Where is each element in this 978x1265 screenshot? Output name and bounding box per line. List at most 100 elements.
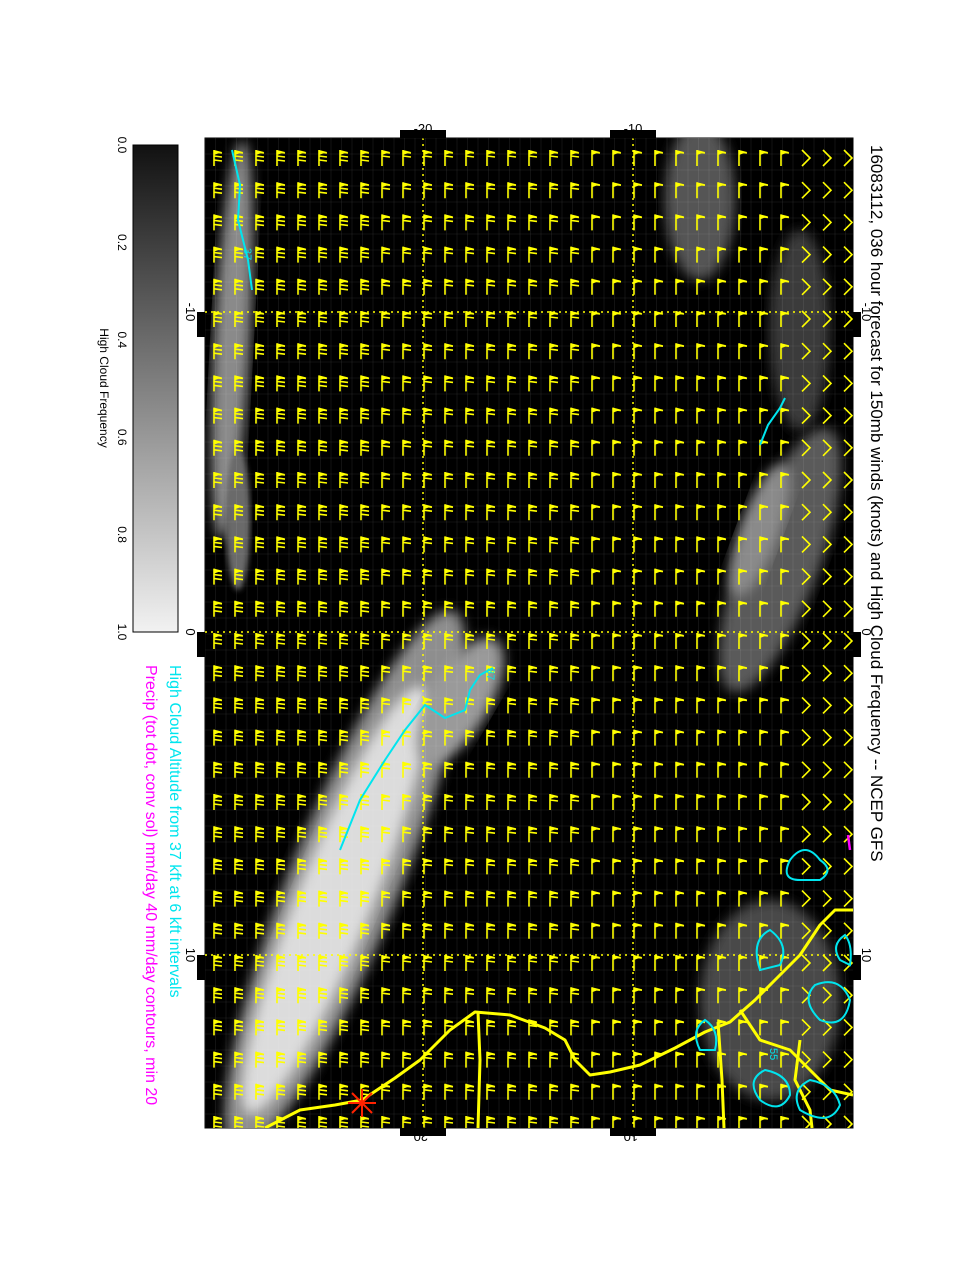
wind-barb	[654, 600, 664, 617]
wind-barb	[633, 214, 643, 231]
wind-barb	[759, 246, 769, 263]
wind-barb	[486, 890, 496, 907]
wind-barb	[213, 794, 223, 810]
wind-barb	[486, 375, 496, 392]
wind-barb	[570, 922, 580, 939]
wind-barb	[696, 697, 706, 714]
wind-barb	[381, 472, 391, 488]
wind-barb	[717, 922, 727, 939]
wind-barb	[381, 955, 391, 971]
wind-barb	[381, 182, 391, 199]
wind-barb	[612, 1019, 622, 1036]
wind-barb	[612, 1051, 622, 1068]
wind-barb	[843, 664, 853, 682]
wind-barb	[759, 504, 769, 521]
wind-barb	[255, 311, 265, 327]
wind-barb	[234, 987, 244, 1004]
wind-barb	[234, 665, 244, 682]
wind-barb	[738, 343, 748, 360]
wind-barb	[633, 343, 643, 360]
wind-barb	[801, 729, 812, 747]
wind-barb	[444, 1051, 454, 1068]
wind-barb	[843, 310, 853, 328]
wind-barb	[276, 439, 286, 456]
wind-barb	[507, 182, 517, 199]
wind-barb	[276, 858, 286, 875]
wind-barb	[423, 311, 433, 327]
wind-barb	[297, 858, 307, 875]
wind-barb	[591, 182, 601, 199]
wind-barb	[381, 150, 391, 166]
wind-barb	[654, 375, 664, 392]
wind-barb	[801, 439, 812, 457]
wind-barb	[780, 182, 790, 199]
wind-barb	[780, 246, 790, 263]
wind-barb	[360, 955, 370, 971]
wind-barb	[318, 922, 328, 939]
wind-barb	[360, 278, 370, 295]
wind-barb	[318, 1083, 328, 1100]
wind-barb	[486, 439, 496, 456]
wind-barb	[276, 633, 286, 649]
wind-barb	[318, 665, 328, 682]
wind-barb	[717, 761, 727, 778]
wind-barb	[675, 504, 685, 521]
wind-barb	[465, 1083, 475, 1100]
wind-barb	[717, 858, 727, 875]
wind-barb	[444, 633, 454, 649]
wind-barb	[486, 633, 496, 649]
wind-barb	[675, 987, 685, 1004]
wind-barb	[549, 278, 559, 295]
wind-barb	[276, 278, 286, 295]
wind-barb	[339, 439, 349, 456]
wind-barb	[255, 729, 265, 746]
wind-barb	[675, 343, 685, 360]
wind-barb	[507, 826, 517, 843]
wind-barb	[486, 504, 496, 521]
wind-barb	[339, 1019, 349, 1036]
wind-barb	[234, 536, 244, 553]
wind-barb	[507, 890, 517, 907]
wind-barb	[276, 375, 286, 392]
wind-barb	[654, 214, 664, 231]
wind-barb	[465, 214, 475, 231]
wind-barb	[255, 600, 265, 617]
wind-barb	[822, 407, 833, 425]
wind-barb	[570, 504, 580, 521]
wind-barb	[465, 407, 475, 424]
wind-barb	[612, 343, 622, 360]
wind-barb	[528, 568, 538, 585]
cloud-field	[205, 138, 853, 1128]
wind-barb	[276, 987, 286, 1004]
wind-barb	[255, 1083, 265, 1100]
wind-barb	[801, 374, 812, 392]
wind-barb	[507, 472, 517, 488]
wind-barb	[465, 343, 475, 360]
wind-barb	[780, 1051, 790, 1068]
wind-barb	[738, 1083, 748, 1100]
wind-barb	[486, 987, 496, 1004]
legend-precip: Precip (tot dot, conv sol) mm/day 40 mm/…	[142, 665, 159, 1105]
wind-barb	[486, 536, 496, 553]
wind-barb	[633, 987, 643, 1004]
wind-barb	[591, 375, 601, 392]
wind-barb	[549, 1019, 559, 1036]
wind-barb	[675, 826, 685, 843]
wind-barb	[717, 955, 727, 971]
wind-barb	[465, 504, 475, 521]
wind-barb	[738, 472, 748, 488]
wind-barb	[654, 1083, 664, 1100]
wind-barb	[255, 987, 265, 1004]
wind-barb	[297, 150, 307, 166]
wind-barb	[255, 1051, 265, 1068]
wind-barb	[780, 311, 790, 327]
wind-barb	[381, 375, 391, 392]
wind-barb	[423, 955, 433, 971]
wind-barb	[234, 826, 244, 843]
wind-barb	[339, 150, 349, 166]
wind-barb	[675, 472, 685, 488]
wind-barb	[717, 278, 727, 295]
wind-barb	[297, 1019, 307, 1036]
top-tick-label: -10	[624, 121, 643, 136]
wind-barb	[696, 665, 706, 682]
